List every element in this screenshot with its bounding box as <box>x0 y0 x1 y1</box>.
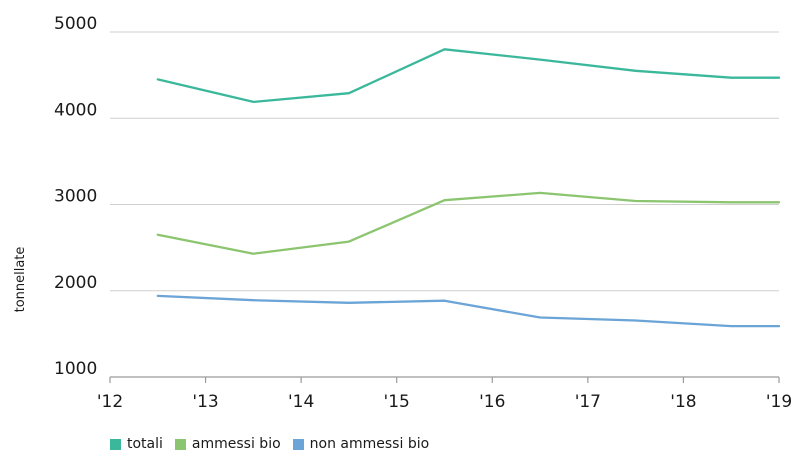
y-axis-label: tonnellate <box>13 247 28 313</box>
x-tick-label: '16 <box>479 392 505 412</box>
axis-labels: 1000 2000 3000 4000 5000 '12 '13 '14 '15 '16 '17 '1… <box>13 14 792 412</box>
x-tick-label: '18 <box>670 392 696 412</box>
axes <box>109 376 780 383</box>
legend-item-totali: totali <box>110 436 163 452</box>
gridlines <box>110 31 779 292</box>
y-tick-label: 4000 <box>54 100 97 120</box>
series-lines <box>156 48 781 328</box>
legend-item-non-ammessi-bio: non ammessi bio <box>292 436 430 452</box>
legend-label-totali: totali <box>127 436 163 452</box>
x-tick-label: '12 <box>97 392 123 412</box>
series-line-non-ammessi-bio <box>156 294 781 328</box>
series-line-totali <box>156 48 781 104</box>
legend-swatch-ammessi-bio <box>174 438 186 450</box>
y-tick-label: 3000 <box>54 187 97 207</box>
legend-item-ammessi-bio: ammessi bio <box>174 436 281 452</box>
x-tick-label: '14 <box>288 392 314 412</box>
legend: totali ammessi bio non ammessi bio <box>110 436 441 452</box>
x-tick-label: '17 <box>575 392 601 412</box>
legend-label-non-ammessi-bio: non ammessi bio <box>309 436 430 452</box>
y-tick-label: 1000 <box>54 359 97 379</box>
x-tick-label: '15 <box>384 392 410 412</box>
x-tick-label: '19 <box>766 392 792 412</box>
line-chart: 1000 2000 3000 4000 5000 '12 '13 '14 '15 '16 '17 '1… <box>13 14 792 412</box>
legend-swatch-non-ammessi-bio <box>292 438 304 450</box>
legend-label-ammessi-bio: ammessi bio <box>191 436 281 452</box>
series-line-ammessi-bio <box>156 191 781 255</box>
x-tick-label: '13 <box>192 392 218 412</box>
y-tick-label: 5000 <box>54 14 97 34</box>
legend-swatch-totali <box>110 438 121 450</box>
y-tick-label: 2000 <box>54 273 97 293</box>
